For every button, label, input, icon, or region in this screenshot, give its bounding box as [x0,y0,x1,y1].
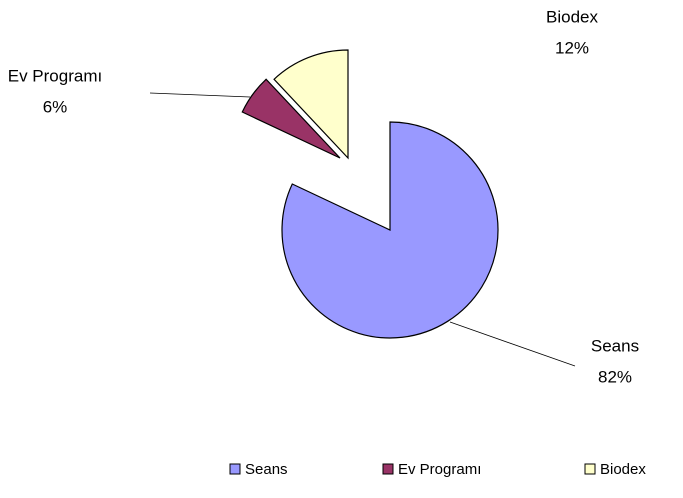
slice-value-label: 82% [598,367,632,386]
slice-label: Ev Programı [8,66,102,85]
legend-swatch [382,463,394,475]
legend-swatch [229,463,241,475]
pie-slice [241,78,341,159]
slice-label: Seans [591,336,639,355]
legend-label: Ev Programı [398,461,481,478]
slice-value-label: 12% [555,38,589,57]
leader-line [149,92,251,98]
pie-slice [281,121,499,339]
pie-slice [273,49,349,160]
slice-label: Biodex [546,7,598,26]
legend-label: Biodex [600,461,646,478]
legend-swatch [584,463,596,475]
slice-value-label: 6% [43,97,68,116]
leader-line [449,321,576,367]
legend-label: Seans [245,461,288,478]
